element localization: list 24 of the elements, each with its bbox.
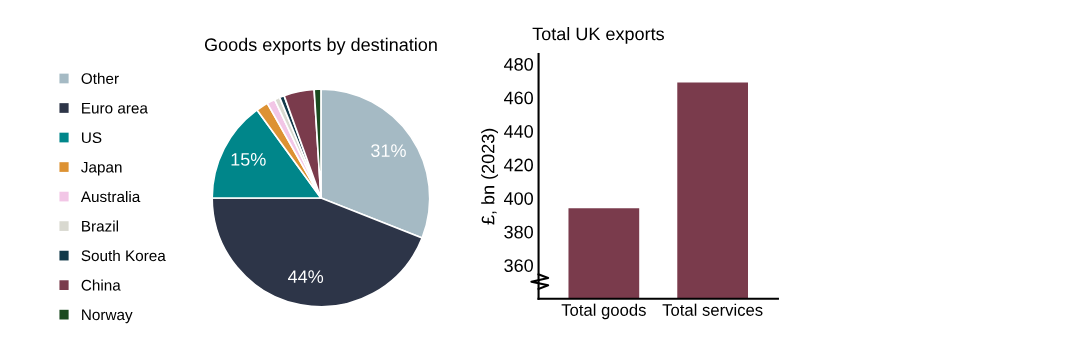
data-label: 15% [231,153,266,166]
legend-label: US [82,132,102,144]
y-tick-label: 360 [504,259,533,272]
y-axis-title: £, bn (2023) [481,128,499,225]
x-tick-label: Total services [662,303,763,316]
legend-label: Euro area [82,102,148,114]
y-tick-label: 480 [503,57,533,71]
y-tick-label: 460 [503,91,533,105]
legend-label: Australia [80,190,141,203]
legend-label: Norway [82,309,133,324]
legend-label: Brazil [82,220,119,232]
chart-title: Total UK exports [532,27,664,44]
data-label: 44% [288,270,324,283]
legend-label: Other [81,72,119,85]
y-tick-label: 440 [503,125,533,138]
legend-label: Japan [81,161,122,176]
legend-label: China [81,279,121,291]
x-tick-label: Total goods [561,303,646,320]
y-tick-label: 420 [503,158,533,172]
legend-label: South Korea [81,249,166,262]
y-tick-label: 400 [503,192,533,205]
data-label: 31% [371,144,406,157]
chart-title: Goods exports by destination [204,37,437,55]
y-tick-label: 380 [504,225,533,239]
